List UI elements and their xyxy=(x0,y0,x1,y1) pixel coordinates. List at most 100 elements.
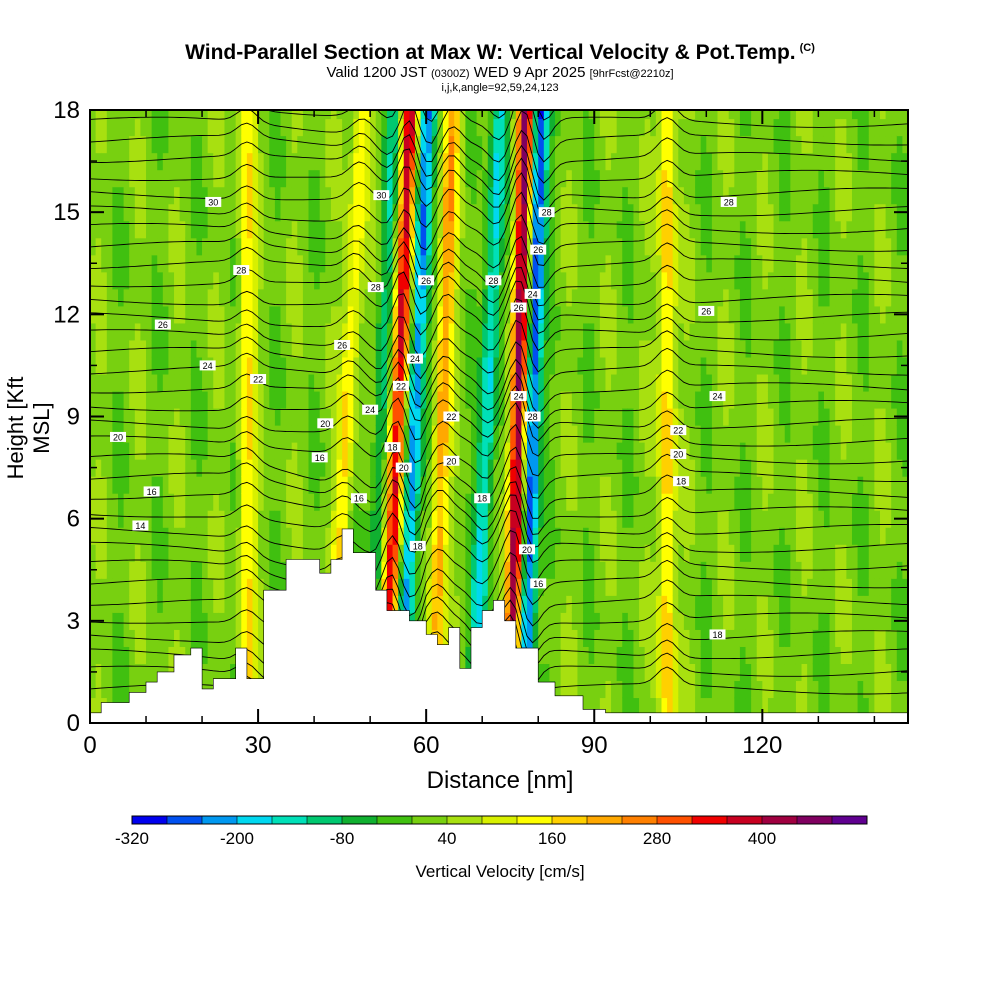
velocity-cell xyxy=(179,118,186,137)
velocity-cell xyxy=(190,493,198,511)
velocity-cell xyxy=(330,322,338,341)
velocity-cell xyxy=(661,271,668,290)
velocity-cell xyxy=(218,322,226,341)
velocity-cell xyxy=(835,442,842,460)
velocity-cell xyxy=(207,561,214,579)
velocity-cell xyxy=(627,476,635,494)
velocity-cell xyxy=(767,510,775,528)
velocity-cell xyxy=(230,305,237,324)
velocity-cell xyxy=(566,186,573,205)
velocity-cell xyxy=(151,271,158,290)
velocity-cell xyxy=(353,288,360,307)
velocity-cell xyxy=(527,110,534,120)
velocity-cell xyxy=(655,425,663,443)
velocity-cell xyxy=(465,305,472,324)
velocity-cell xyxy=(538,629,545,647)
velocity-cell xyxy=(392,110,399,120)
velocity-cell xyxy=(106,578,114,596)
velocity-cell xyxy=(823,697,831,716)
velocity-cell xyxy=(639,203,646,222)
velocity-cell xyxy=(807,254,814,273)
velocity-cell xyxy=(414,254,422,273)
velocity-cell xyxy=(818,288,825,307)
velocity-cell xyxy=(835,629,842,647)
velocity-cell xyxy=(431,544,438,562)
velocity-cell xyxy=(426,288,433,307)
velocity-cell xyxy=(846,322,853,341)
velocity-cell xyxy=(381,544,388,562)
velocity-cell xyxy=(739,271,747,290)
velocity-cell xyxy=(465,595,472,613)
velocity-cell xyxy=(190,425,198,443)
velocity-cell xyxy=(678,339,685,358)
velocity-cell xyxy=(801,110,808,120)
velocity-cell xyxy=(308,544,315,562)
velocity-cell xyxy=(823,288,831,307)
velocity-cell xyxy=(807,390,814,409)
velocity-cell xyxy=(543,527,551,545)
velocity-cell xyxy=(762,527,769,545)
velocity-cell xyxy=(101,646,108,665)
velocity-cell xyxy=(790,305,797,324)
velocity-cell xyxy=(857,152,864,171)
velocity-cell xyxy=(470,373,478,392)
velocity-cell xyxy=(835,510,842,528)
velocity-cell xyxy=(543,476,551,494)
velocity-cell xyxy=(639,510,646,528)
velocity-cell xyxy=(230,271,237,290)
velocity-cell xyxy=(543,254,551,273)
velocity-cell xyxy=(577,254,584,273)
velocity-cell xyxy=(101,186,108,205)
velocity-cell xyxy=(258,220,265,239)
velocity-cell xyxy=(286,110,293,120)
velocity-cell xyxy=(756,442,763,460)
velocity-cell xyxy=(465,118,472,137)
velocity-cell xyxy=(734,697,741,716)
velocity-cell xyxy=(465,169,472,188)
velocity-cell xyxy=(599,680,607,699)
velocity-cell xyxy=(230,476,237,494)
velocity-cell xyxy=(812,425,819,443)
velocity-cell xyxy=(398,254,405,273)
velocity-cell xyxy=(695,390,702,409)
velocity-cell xyxy=(342,203,349,222)
velocity-cell xyxy=(157,203,164,222)
velocity-cell xyxy=(846,612,853,630)
velocity-cell xyxy=(756,407,763,426)
velocity-cell xyxy=(319,339,326,358)
velocity-cell xyxy=(196,169,203,188)
velocity-cell xyxy=(342,288,349,307)
velocity-cell xyxy=(263,425,270,443)
velocity-cell xyxy=(829,697,836,716)
velocity-cell xyxy=(532,110,539,120)
velocity-cell xyxy=(482,118,489,137)
velocity-cell xyxy=(308,203,315,222)
velocity-cell xyxy=(398,322,405,341)
velocity-cell xyxy=(678,544,685,562)
velocity-cell xyxy=(454,152,461,171)
velocity-cell xyxy=(146,271,153,290)
velocity-cell xyxy=(717,305,724,324)
velocity-cell xyxy=(739,203,747,222)
velocity-cell xyxy=(230,203,237,222)
velocity-cell xyxy=(179,510,186,528)
velocity-cell xyxy=(129,476,136,494)
velocity-cell xyxy=(162,305,170,324)
velocity-cell xyxy=(190,110,198,120)
velocity-cell xyxy=(162,442,170,460)
velocity-cell xyxy=(454,271,461,290)
velocity-cell xyxy=(588,135,595,154)
velocity-cell xyxy=(482,322,489,341)
velocity-cell xyxy=(527,510,534,528)
velocity-cell xyxy=(689,578,696,596)
velocity-cell xyxy=(95,110,102,120)
velocity-cell xyxy=(162,186,170,205)
velocity-cell xyxy=(555,407,562,426)
velocity-cell xyxy=(151,220,158,239)
velocity-cell xyxy=(807,220,814,239)
velocity-cell xyxy=(639,288,646,307)
velocity-cell xyxy=(129,612,136,630)
velocity-cell xyxy=(835,110,842,120)
velocity-cell xyxy=(818,237,825,256)
velocity-cell xyxy=(235,110,242,120)
